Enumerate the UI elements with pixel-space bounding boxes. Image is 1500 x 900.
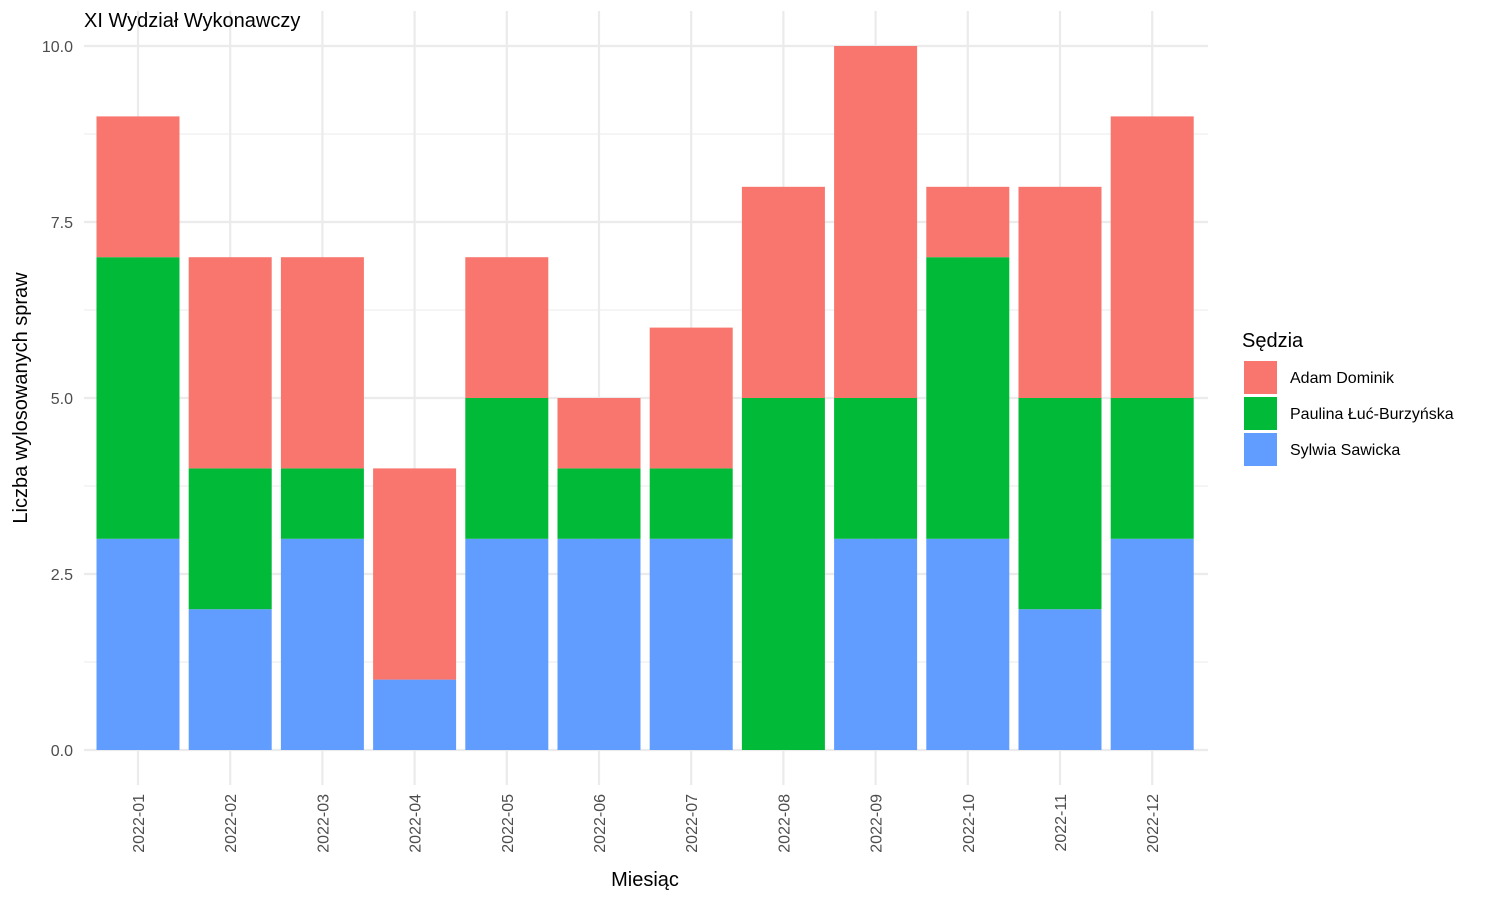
bar-segment: [188, 609, 272, 750]
bar-segment: [188, 257, 272, 469]
x-tick-label: 2022-03: [315, 794, 332, 853]
x-tick-label: 2022-05: [500, 794, 517, 853]
legend-label: Paulina Łuć-Burzyńska: [1290, 406, 1454, 423]
chart-title: XI Wydział Wykonawczy: [84, 10, 300, 32]
legend-swatch: [1244, 433, 1277, 466]
legend-label: Adam Dominik: [1290, 370, 1395, 387]
bar-segment: [280, 257, 364, 469]
x-tick-label: 2022-06: [592, 794, 609, 853]
legend-swatch: [1244, 361, 1277, 394]
legend-items: Adam Dominik Paulina Łuć-Burzyńska Sylwia …: [1244, 361, 1454, 466]
bar-segment: [834, 398, 918, 539]
bar-segment: [649, 327, 733, 469]
bar-segment: [926, 257, 1010, 539]
x-axis-title: Miesiąc: [611, 869, 679, 891]
bar-segment: [280, 538, 364, 750]
bar-segment: [557, 468, 641, 539]
bar-segment: [741, 398, 825, 750]
x-tick-label: 2022-01: [131, 794, 148, 853]
bar-segment: [1018, 609, 1102, 750]
legend-swatch: [1244, 397, 1277, 430]
bar-segment: [96, 257, 180, 539]
bar-segment: [465, 538, 549, 750]
x-tick-label: 2022-12: [1145, 794, 1162, 853]
bar-segment: [834, 46, 918, 398]
legend-title: Sędzia: [1242, 330, 1304, 352]
legend-label: Sylwia Sawicka: [1290, 442, 1400, 459]
bar-segment: [741, 186, 825, 398]
y-tick-label: 5.0: [51, 391, 73, 408]
bar-segment: [373, 468, 457, 680]
bar-segment: [926, 538, 1010, 750]
bar-segment: [96, 116, 180, 258]
bar-segment: [649, 468, 733, 539]
bar-segment: [96, 538, 180, 750]
y-axis-title: Liczba wylosowanych spraw: [10, 272, 32, 524]
x-axis-ticks: 2022-01 2022-02 2022-03 2022-04 2022-05 2022-…: [131, 794, 1162, 853]
x-tick-label: 2022-11: [1053, 794, 1070, 852]
bar-segment: [1018, 186, 1102, 398]
x-tick-label: 2022-08: [776, 794, 793, 853]
bar-segment: [1018, 398, 1102, 610]
bar-segment: [557, 398, 641, 469]
y-axis-ticks: 0.0 2.5 5.0 7.5 10.0: [42, 39, 73, 760]
bars: [96, 46, 1194, 750]
x-tick-label: 2022-04: [408, 794, 425, 853]
bar-segment: [373, 679, 457, 750]
x-tick-label: 2022-02: [223, 794, 240, 853]
bar-segment: [465, 398, 549, 539]
y-tick-label: 7.5: [51, 215, 73, 232]
x-tick-label: 2022-09: [869, 794, 886, 853]
bar-segment: [1110, 116, 1194, 399]
bar-segment: [557, 538, 641, 750]
bar-segment: [280, 468, 364, 539]
y-tick-label: 10.0: [42, 39, 73, 56]
bar-segment: [834, 538, 918, 750]
bar-segment: [465, 257, 549, 398]
legend: Sędzia Adam Dominik Paulina Łuć-Burzyńska…: [1242, 330, 1454, 466]
x-tick-label: 2022-10: [961, 794, 978, 853]
bar-segment: [649, 538, 733, 750]
y-tick-label: 0.0: [51, 743, 73, 760]
bar-segment: [1110, 398, 1194, 539]
x-tick-label: 2022-07: [684, 794, 701, 853]
y-tick-label: 2.5: [51, 567, 73, 584]
bar-segment: [1110, 538, 1194, 750]
bar-segment: [926, 186, 1010, 258]
bar-segment: [188, 468, 272, 610]
